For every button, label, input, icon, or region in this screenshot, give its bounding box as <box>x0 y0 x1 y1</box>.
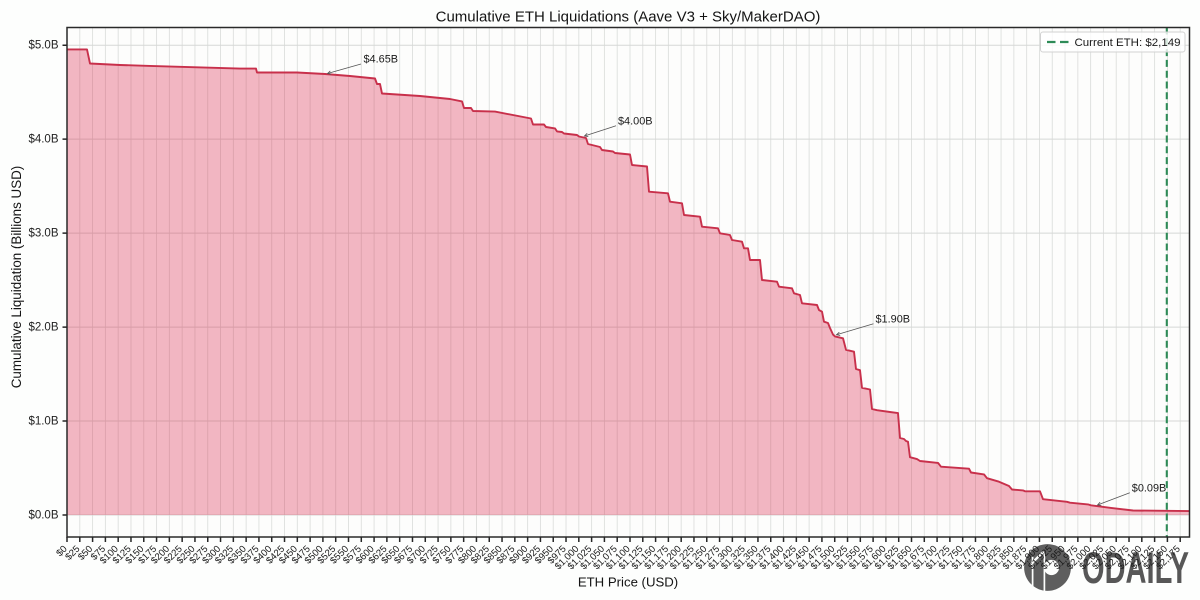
svg-text:$4.0B: $4.0B <box>28 134 58 146</box>
svg-text:$0.09B: $0.09B <box>1132 482 1167 494</box>
svg-text:$3.0B: $3.0B <box>28 228 58 240</box>
svg-text:Current ETH: $2,149: Current ETH: $2,149 <box>1075 37 1181 49</box>
svg-text:$2.0B: $2.0B <box>28 322 58 334</box>
svg-text:$0.0B: $0.0B <box>28 510 58 522</box>
svg-text:$4.65B: $4.65B <box>364 53 399 65</box>
svg-text:$1.90B: $1.90B <box>876 313 911 325</box>
svg-text:$1.0B: $1.0B <box>28 416 58 428</box>
svg-text:Cumulative Liquidation (Billio: Cumulative Liquidation (Billions USD) <box>9 166 24 389</box>
svg-text:Cumulative ETH Liquidations (A: Cumulative ETH Liquidations (Aave V3 + S… <box>436 9 821 26</box>
svg-text:ODAILY: ODAILY <box>1082 544 1189 593</box>
svg-text:$5.0B: $5.0B <box>28 40 58 52</box>
svg-text:ETH Price (USD): ETH Price (USD) <box>578 575 678 590</box>
svg-text:$4.00B: $4.00B <box>618 115 653 127</box>
